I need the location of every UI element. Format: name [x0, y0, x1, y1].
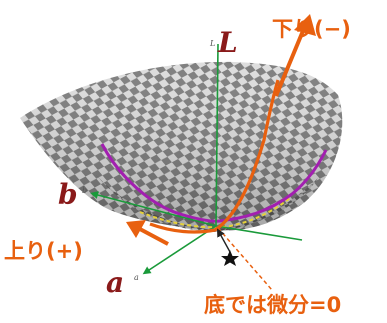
cross-section-curve — [100, 143, 328, 223]
gradient-curve — [149, 79, 280, 234]
star-icon — [221, 250, 239, 266]
axis-a-label: a — [106, 266, 124, 299]
axis-b-label: b — [58, 178, 78, 211]
axis-a-small-label: a — [134, 273, 139, 282]
minimum-pointer — [216, 228, 231, 253]
bottom-contour — [139, 197, 291, 229]
label-bottom-derivative: 底では微分=0 — [204, 293, 341, 317]
axis-L-label: L — [217, 26, 238, 59]
axis-b-small-label: b — [82, 186, 87, 195]
axis-a-line — [142, 225, 217, 275]
up-arrow-icon — [126, 220, 169, 246]
label-down: 下り(−) — [272, 17, 351, 41]
label-up: 上り(+) — [4, 239, 83, 263]
axis-L-line — [215, 43, 219, 227]
loss-surface — [20, 61, 343, 232]
axis-extension-line — [215, 225, 303, 241]
axis-b-line — [90, 191, 217, 227]
down-arrow-icon — [274, 14, 316, 97]
axis-L-small-label: L — [209, 39, 215, 48]
axes — [90, 43, 303, 275]
